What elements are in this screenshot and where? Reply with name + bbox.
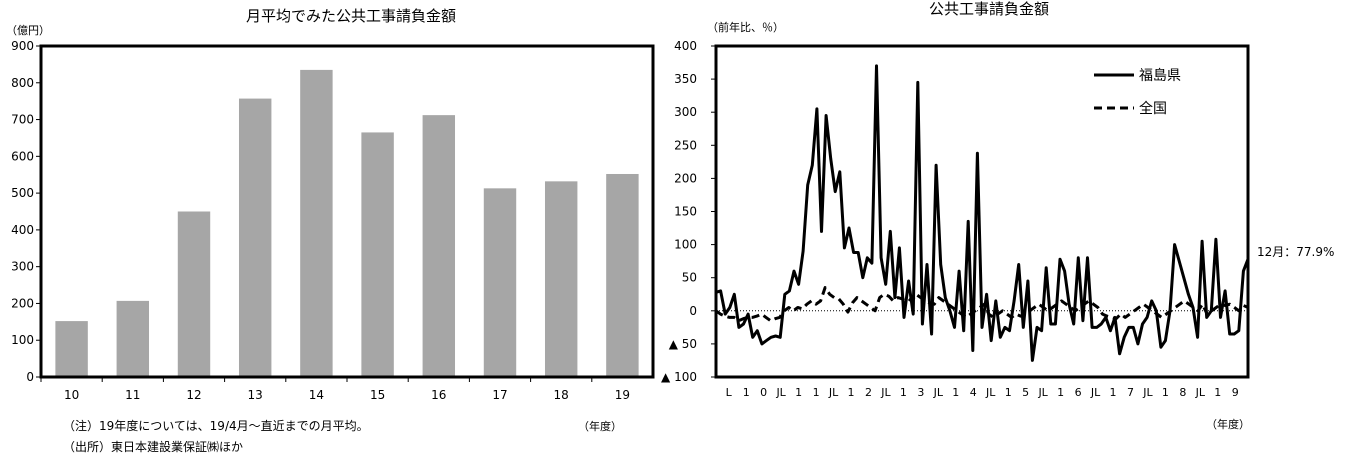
bar <box>606 173 639 377</box>
bar-chart-x-tick-label: 14 <box>309 388 324 402</box>
line-chart-legend: 福島県 全国 <box>1094 68 1181 117</box>
line-chart-y-tick-label: ▲ 100 <box>661 370 697 384</box>
line-chart-x-tick-label: JL <box>985 386 996 399</box>
bar <box>116 300 150 377</box>
bar-chart: 月平均でみた公共工事請負金額 （億円） 0 100 200 300 400 500 600 7… <box>6 7 655 454</box>
line-chart-y-tick-label: ▲ 50 <box>669 337 697 351</box>
line-chart-y-tick-label: 200 <box>674 171 697 185</box>
bar-chart-y-tick-label: 400 <box>11 223 34 237</box>
line-chart-x-tick-label: 1 <box>1162 386 1169 399</box>
bar-chart-bars <box>55 69 639 378</box>
legend-label-fukushima: 福島県 <box>1139 68 1181 84</box>
line-chart-x-tick-label: 3 <box>917 386 924 399</box>
bar-chart-x-tick-label: 16 <box>431 388 446 402</box>
bar-chart-unit-label: （億円） <box>6 24 50 37</box>
line-chart-x-tick-label: 7 <box>1127 386 1134 399</box>
line-chart-y-tick-label: 250 <box>674 138 697 152</box>
line-chart-title: 公共工事請負金額 <box>929 0 1049 18</box>
bar <box>483 188 517 377</box>
line-chart-x-tick-label: 1 <box>1057 386 1064 399</box>
line-chart-x-tick-label: JL <box>933 386 944 399</box>
bar-chart-x-tick-label: 11 <box>125 388 140 402</box>
line-chart: 公共工事請負金額 （前年比、％） ▲ 100▲ 5005010015020025… <box>661 0 1334 431</box>
bar <box>55 321 88 377</box>
line-chart-x-tick-label: 6 <box>1075 386 1082 399</box>
bar-chart-x-axis: 10 11 12 13 14 15 16 17 18 19 <box>40 377 630 402</box>
line-chart-x-tick-label: JL <box>775 386 786 399</box>
line-chart-y-tick-label: 300 <box>674 105 697 119</box>
line-chart-y-tick-label: 100 <box>674 238 697 252</box>
line-chart-x-tick-label: JL <box>1142 386 1153 399</box>
line-chart-x-tick-label: 1 <box>813 386 820 399</box>
bar <box>422 115 456 378</box>
line-chart-x-tick-label: 1 <box>1005 386 1012 399</box>
line-chart-x-tick-label: 1 <box>900 386 907 399</box>
bar-chart-y-tick-label: 500 <box>11 186 34 200</box>
line-chart-x-tick-label: 1 <box>1110 386 1117 399</box>
line-chart-x-tick-label: JL <box>1037 386 1048 399</box>
bar-chart-y-tick-label: 300 <box>11 260 34 274</box>
line-chart-series <box>715 64 1250 362</box>
bar-chart-x-tick-label: 13 <box>248 388 263 402</box>
line-chart-plot-frame <box>714 44 1250 379</box>
bar-chart-x-tick-label: 17 <box>492 388 507 402</box>
bar-chart-x-tick-label: 10 <box>64 388 79 402</box>
line-chart-y-tick-label: 50 <box>682 271 697 285</box>
line-chart-last-value-annotation: 12月：77.9% <box>1257 245 1334 259</box>
line-chart-y-tick-label: 400 <box>674 39 697 53</box>
line-chart-y-axis: ▲ 100 ▲ 50 0 50 100 150 200 250 300 350 400 <box>661 39 716 384</box>
bar <box>300 69 333 378</box>
bar <box>238 98 272 377</box>
bar-chart-y-tick-label: 0 <box>26 370 34 384</box>
bar <box>361 132 394 377</box>
line-chart-x-tick-label: 1 <box>1214 386 1221 399</box>
line-chart-x-tick-label: 1 <box>743 386 750 399</box>
bar-chart-y-tick-label: 700 <box>11 113 34 127</box>
bar-chart-x-tick-label: 18 <box>554 388 569 402</box>
bar-chart-y-tick-label: 800 <box>11 76 34 90</box>
line-chart-x-axis: L 1 0 JL 1 1 JL 1 2 JL 1 3 JL 1 4 JL 1 5 JL 1 6 JL 1 7 JL 1 8 JL 1 9 <box>726 386 1239 399</box>
bar-chart-x-tick-label: 12 <box>186 388 201 402</box>
line-chart-x-tick-label: JL <box>1195 386 1206 399</box>
bar <box>177 211 211 377</box>
bar-chart-x-tick-label: 19 <box>615 388 630 402</box>
line-chart-x-tick-label: 1 <box>848 386 855 399</box>
line-chart-x-tick-label: 2 <box>865 386 872 399</box>
line-chart-x-tick-label: JL <box>828 386 839 399</box>
line-chart-y-tick-label: 0 <box>689 304 697 318</box>
line-chart-x-tick-label: 5 <box>1022 386 1029 399</box>
line-chart-x-tick-label: JL <box>1090 386 1101 399</box>
bar-chart-x-axis-label: （年度） <box>578 419 622 433</box>
bar-chart-source: （出所）東日本建設業保証㈱ほか <box>63 439 243 454</box>
bar-chart-y-axis: 0 100 200 300 400 500 600 700 800 900 <box>11 39 41 384</box>
line-chart-x-tick-label: L <box>726 386 733 399</box>
line-chart-x-tick-label: 9 <box>1232 386 1239 399</box>
line-chart-x-tick-label: 1 <box>952 386 959 399</box>
bar-chart-x-tick-label: 15 <box>370 388 385 402</box>
series-line-fukushima <box>715 64 1250 362</box>
line-chart-y-tick-label: 150 <box>674 205 697 219</box>
bar-chart-y-tick-label: 200 <box>11 296 34 310</box>
bar-chart-y-tick-label: 900 <box>11 39 34 53</box>
line-chart-x-tick-label: 1 <box>795 386 802 399</box>
line-chart-x-tick-label: JL <box>880 386 891 399</box>
bar <box>544 181 578 377</box>
line-chart-y-tick-label: 350 <box>674 72 697 86</box>
legend-label-national: 全国 <box>1139 100 1167 117</box>
bar-chart-y-tick-label: 600 <box>11 149 34 163</box>
line-chart-x-tick-label: 4 <box>970 386 977 399</box>
line-chart-x-axis-label: （年度） <box>1206 417 1250 431</box>
line-chart-x-tick-label: 8 <box>1179 386 1186 399</box>
series-line-national <box>715 286 1249 323</box>
bar-chart-y-tick-label: 100 <box>11 333 34 347</box>
line-chart-x-tick-label: 0 <box>760 386 767 399</box>
bar-chart-title: 月平均でみた公共工事請負金額 <box>246 7 456 25</box>
line-chart-unit-label: （前年比、％） <box>707 20 784 34</box>
bar-chart-note: （注）19年度については、19/4月～直近までの月平均。 <box>63 418 369 433</box>
